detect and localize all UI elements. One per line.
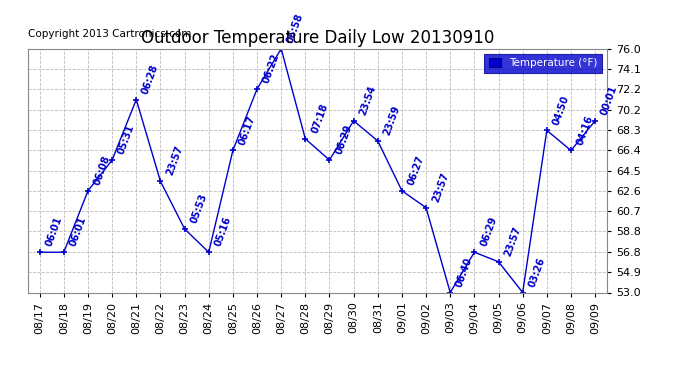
Text: 04:16: 04:16 bbox=[575, 114, 595, 146]
Text: 05:31: 05:31 bbox=[117, 123, 137, 156]
Text: 05:16: 05:16 bbox=[213, 216, 233, 248]
Text: Copyright 2013 Cartronics.com: Copyright 2013 Cartronics.com bbox=[28, 29, 191, 39]
Text: 03:26: 03:26 bbox=[527, 256, 547, 288]
Text: 23:57: 23:57 bbox=[165, 144, 185, 177]
Text: 06:40: 06:40 bbox=[455, 256, 475, 288]
Text: 23:54: 23:54 bbox=[358, 84, 378, 117]
Text: 06:27: 06:27 bbox=[406, 154, 426, 187]
Text: 23:59: 23:59 bbox=[382, 104, 402, 137]
Text: 07:18: 07:18 bbox=[310, 102, 330, 135]
Text: 06:08: 06:08 bbox=[92, 154, 112, 187]
Text: 06:29: 06:29 bbox=[334, 123, 354, 156]
Text: 06:01: 06:01 bbox=[44, 216, 64, 248]
Text: 06:17: 06:17 bbox=[237, 114, 257, 146]
Text: 04:50: 04:50 bbox=[551, 94, 571, 126]
Legend: Temperature (°F): Temperature (°F) bbox=[484, 54, 602, 72]
Text: 00:01: 00:01 bbox=[600, 84, 620, 117]
Text: 06:22: 06:22 bbox=[262, 52, 282, 85]
Title: Outdoor Temperature Daily Low 20130910: Outdoor Temperature Daily Low 20130910 bbox=[141, 29, 494, 47]
Text: 23:57: 23:57 bbox=[431, 171, 451, 204]
Text: 23:57: 23:57 bbox=[503, 225, 523, 258]
Text: 06:28: 06:28 bbox=[141, 63, 161, 96]
Text: 06:01: 06:01 bbox=[68, 216, 88, 248]
Text: 05:53: 05:53 bbox=[189, 192, 209, 225]
Text: 06:58: 06:58 bbox=[286, 12, 306, 45]
Text: 06:29: 06:29 bbox=[479, 216, 499, 248]
